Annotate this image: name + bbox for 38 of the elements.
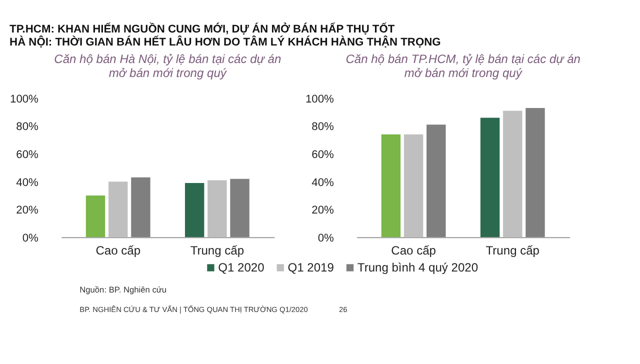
bar [503,110,522,238]
y-tick-label: 60% [312,148,334,161]
text: TP.HCM: KHAN HIẾM NGUỒN CUNG MỚI, DỰ ÁN MỞ BÁN HẤP THỤ TỐT [10,23,395,36]
y-tick-label: 60% [16,148,39,161]
bar [230,178,250,238]
y-tick-label: 80% [16,121,39,134]
text: HÀ NỘI: THỜI GIAN BÁN HẾT LÂU HƠN DO TÂM LÝ KHÁCH HÀNG THẬN TRỌNG [10,36,441,48]
y-tick-label: 0% [22,232,39,244]
text: BP. NGHIÊN CỨU & TƯ VẤN | TỔNG QUAN THỊ TRƯỜNG Q1/2020 [80,305,308,314]
x-tick-label: Trung cấp [486,243,540,258]
legend-label: Q1 2020 [218,260,265,274]
x-tick-label: Cao cấp [391,243,436,258]
bar [480,118,500,238]
bar [426,124,446,238]
x-tick-label: Trung cấp [190,243,244,258]
y-tick-label: 40% [16,176,39,189]
chart-subtitle: Căn hộ bán Hà Nội, tỷ lệ bán tại các dự án mở bán mới trong quý [54,52,282,80]
bar [184,182,204,238]
chart-subtitle: Căn hộ bán TP.HCM, tỷ lệ bán tại các dự án mở bán mới trong quý [346,52,581,80]
bar [108,182,128,238]
text: Nguồn: BP. Nghiên cứu [80,284,167,295]
y-tick-label: 0% [318,232,334,244]
x-tick-label: Cao cấp [96,243,141,258]
bar [208,180,227,238]
bar [86,195,106,238]
text: 26 [338,305,348,314]
y-tick-label: 80% [312,121,334,134]
y-tick-label: 20% [16,204,39,217]
legend-label: Trung bình 4 quý 2020 [357,260,478,274]
legend-label: Q1 2019 [288,260,334,274]
bar [131,177,150,238]
bar [404,134,424,238]
y-tick-label: 20% [312,204,334,217]
y-tick-label: 100% [305,93,334,106]
y-tick-label: 40% [312,176,334,189]
bar [381,134,401,238]
y-tick-label: 100% [10,93,39,106]
bar [526,108,545,238]
